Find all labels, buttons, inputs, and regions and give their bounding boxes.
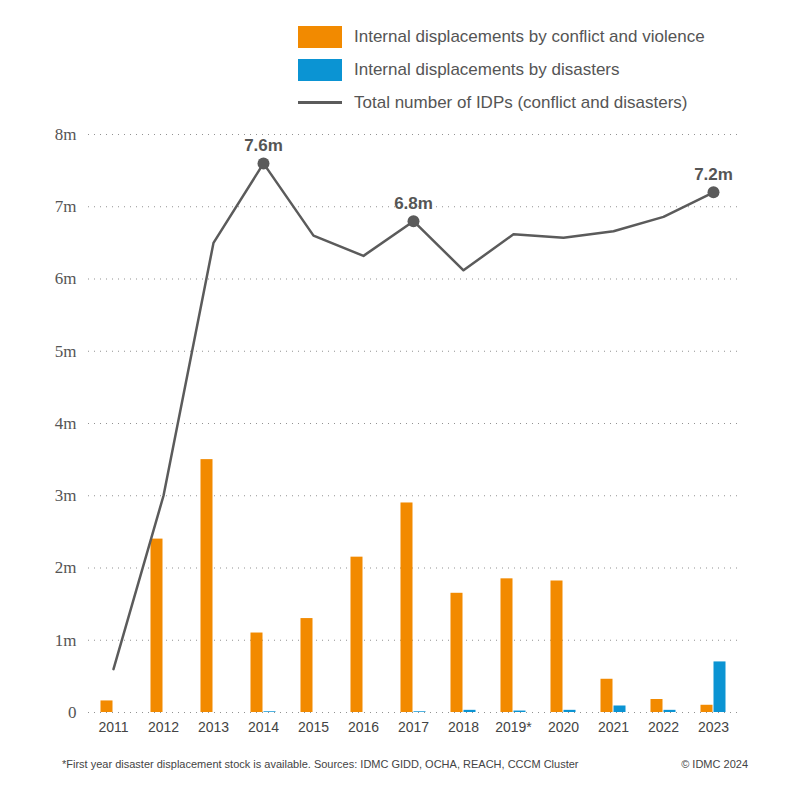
svg-text:2021: 2021 [598,719,629,735]
svg-text:2023: 2023 [698,719,729,735]
svg-text:7.6m: 7.6m [244,136,283,155]
html-text:Total number of IDPs (conflict: Total number of IDPs (conflict and disas… [354,92,688,112]
svg-text:6m: 6m [55,269,77,288]
svg-text:2012: 2012 [148,719,179,735]
svg-text:2018: 2018 [448,719,479,735]
svg-text:2015: 2015 [298,719,329,735]
svg-text:4m: 4m [55,414,77,433]
svg-text:2022: 2022 [648,719,679,735]
svg-text:1m: 1m [55,631,77,650]
svg-text:3m: 3m [55,486,77,505]
svg-text:2014: 2014 [248,719,279,735]
svg-text:7m: 7m [55,197,77,216]
svg-text:2017: 2017 [398,719,429,735]
svg-text:5m: 5m [55,342,77,361]
html-text:*First year disaster displacem: *First year disaster displacement stock … [62,758,579,770]
svg-text:6.8m: 6.8m [394,194,433,213]
svg-text:0: 0 [68,703,77,722]
svg-text:8m: 8m [55,125,77,144]
svg-text:2020: 2020 [548,719,579,735]
html-text:Internal displacements by conf: Internal displacements by conflict and v… [354,26,705,46]
html-text:© IDMC 2024: © IDMC 2024 [681,758,748,770]
svg-text:2011: 2011 [98,719,128,735]
svg-text:2019*: 2019* [495,719,532,735]
html-text:Internal displacements by disa: Internal displacements by disasters [354,59,620,79]
svg-text:2m: 2m [55,558,77,577]
svg-text:2013: 2013 [198,719,229,735]
svg-text:7.2m: 7.2m [694,165,733,184]
svg-text:2016: 2016 [348,719,379,735]
